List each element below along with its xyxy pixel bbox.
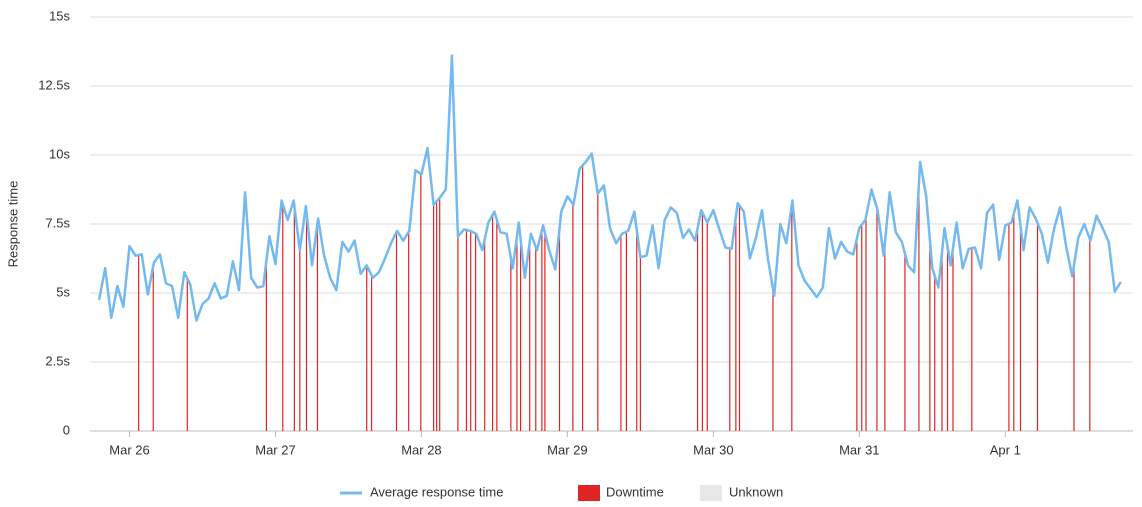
y-tick-label: 7.5s — [45, 215, 70, 230]
x-tick-label: Mar 27 — [255, 442, 295, 457]
y-tick-label: 10s — [49, 146, 70, 161]
legend-label: Average response time — [370, 484, 503, 499]
response-line — [97, 54, 1122, 322]
x-tick-label: Mar 31 — [839, 442, 879, 457]
x-tick-label: Mar 30 — [693, 442, 733, 457]
y-axis-label: Response time — [5, 181, 20, 268]
legend-label: Unknown — [729, 484, 783, 499]
x-tick-label: Mar 29 — [547, 442, 587, 457]
y-tick-label: 5s — [56, 284, 70, 299]
legend-swatch — [578, 485, 600, 501]
y-tick-label: 12.5s — [38, 77, 70, 92]
x-tick-label: Mar 26 — [109, 442, 149, 457]
y-tick-label: 0 — [63, 422, 70, 437]
y-tick-label: 15s — [49, 8, 70, 23]
legend-swatch — [700, 485, 722, 501]
legend-label: Downtime — [606, 484, 664, 499]
x-tick-label: Apr 1 — [990, 442, 1021, 457]
x-tick-label: Mar 28 — [401, 442, 441, 457]
y-tick-label: 2.5s — [45, 353, 70, 368]
